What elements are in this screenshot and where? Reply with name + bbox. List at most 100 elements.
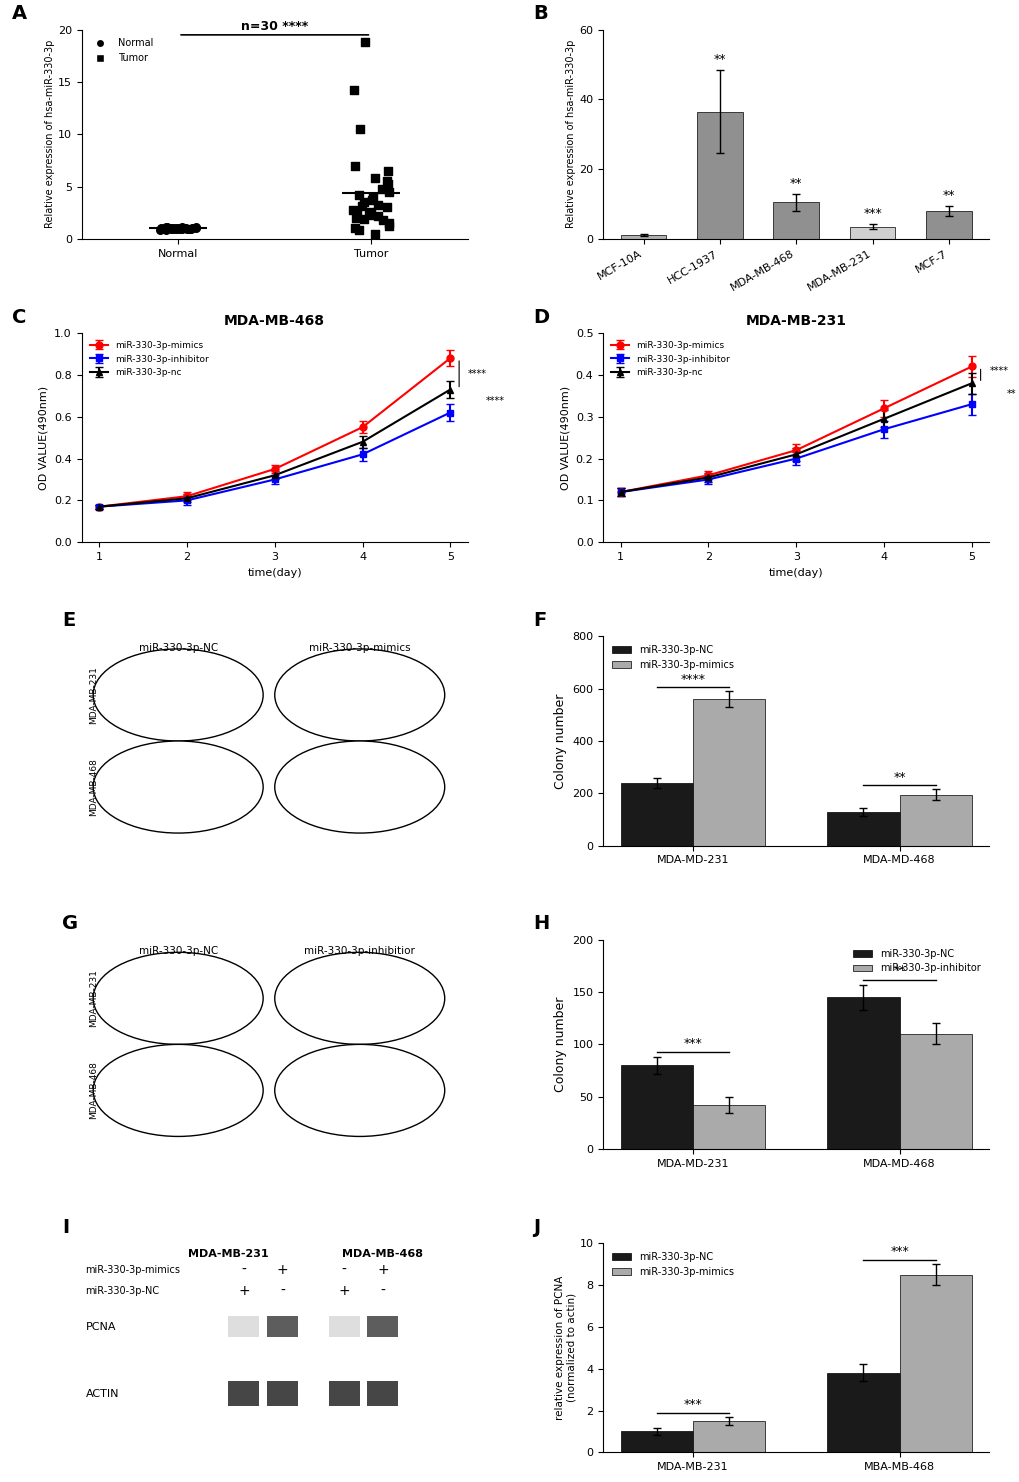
Text: miR-330-3p-mimics: miR-330-3p-mimics: [309, 643, 410, 652]
Circle shape: [274, 953, 444, 1045]
Point: [157, 216, 173, 240]
Text: B: B: [533, 4, 548, 24]
Point: [168, 216, 184, 240]
Point: [369, 194, 385, 218]
Text: miR-330-3p-mimics: miR-330-3p-mimics: [86, 1266, 180, 1276]
Text: MDA-MB-468: MDA-MB-468: [342, 1249, 423, 1260]
Point: [187, 216, 204, 240]
Bar: [228, 1381, 259, 1406]
Text: ***: ***: [862, 207, 881, 221]
Bar: [899, 1275, 971, 1452]
Text: **: **: [1006, 388, 1016, 399]
Text: F: F: [533, 611, 546, 630]
Point: [178, 216, 195, 240]
Y-axis label: Relative expression of hsa-miR-330-3p: Relative expression of hsa-miR-330-3p: [566, 40, 576, 228]
Text: +: +: [276, 1263, 288, 1277]
Text: miR-330-3p-NC: miR-330-3p-NC: [139, 643, 218, 652]
Point: [184, 216, 201, 240]
Text: -: -: [242, 1263, 246, 1277]
Text: n=30 ****: n=30 ****: [240, 19, 308, 33]
Text: ****: ****: [988, 366, 1008, 375]
Text: ****: ****: [680, 673, 705, 686]
Text: MDA-MB-231: MDA-MB-231: [90, 665, 98, 723]
Text: E: E: [62, 611, 75, 630]
Y-axis label: Colony number: Colony number: [553, 694, 567, 788]
Point: [381, 212, 397, 236]
Point: [365, 185, 381, 209]
Point: [356, 30, 372, 53]
Point: [354, 194, 370, 218]
Y-axis label: OD VALUE(490nm): OD VALUE(490nm): [559, 385, 570, 489]
Bar: [620, 236, 665, 239]
Bar: [849, 227, 895, 239]
Point: [375, 207, 391, 231]
Text: ACTIN: ACTIN: [86, 1389, 119, 1399]
Text: A: A: [12, 4, 28, 24]
Bar: [267, 1316, 298, 1337]
Point: [344, 197, 361, 221]
Bar: [328, 1316, 360, 1337]
Bar: [267, 1381, 298, 1406]
Text: J: J: [533, 1218, 540, 1236]
Text: miR-330-3p-NC: miR-330-3p-NC: [139, 946, 218, 956]
Legend: miR-330-3p-mimics, miR-330-3p-inhibitor, miR-330-3p-nc: miR-330-3p-mimics, miR-330-3p-inhibitor,…: [86, 338, 212, 381]
Point: [156, 216, 172, 240]
Text: miR-330-3p-NC: miR-330-3p-NC: [86, 1286, 159, 1297]
Point: [347, 206, 364, 230]
Point: [356, 190, 372, 213]
Bar: [620, 1432, 692, 1452]
Bar: [367, 1381, 398, 1406]
Point: [356, 207, 372, 231]
Point: [373, 176, 389, 200]
Bar: [692, 700, 764, 846]
Text: miR-330-3p-inhibitior: miR-330-3p-inhibitior: [304, 946, 415, 956]
Text: MDA-MB-231: MDA-MB-231: [187, 1249, 268, 1260]
Point: [367, 222, 383, 246]
Text: **: **: [893, 965, 905, 978]
Bar: [925, 210, 971, 239]
Text: -: -: [341, 1263, 346, 1277]
Bar: [367, 1316, 398, 1337]
Legend: miR-330-3p-NC, miR-330-3p-inhibitor: miR-330-3p-NC, miR-330-3p-inhibitor: [848, 944, 983, 977]
Point: [158, 218, 174, 242]
Text: **: **: [942, 190, 954, 202]
Bar: [620, 1066, 692, 1149]
Bar: [228, 1316, 259, 1337]
Circle shape: [93, 1045, 263, 1137]
Point: [345, 79, 362, 102]
Point: [364, 188, 380, 212]
Point: [180, 218, 197, 242]
Point: [173, 216, 190, 240]
Bar: [620, 782, 692, 846]
Text: -: -: [280, 1285, 284, 1298]
Point: [361, 203, 377, 227]
Point: [363, 200, 379, 224]
Text: ****: ****: [468, 369, 486, 379]
Point: [378, 169, 394, 193]
Text: MDA-MB-468: MDA-MB-468: [90, 759, 98, 817]
Legend: Normal, Tumor: Normal, Tumor: [87, 34, 157, 67]
Point: [165, 216, 181, 240]
Point: [174, 218, 191, 242]
Text: ***: ***: [890, 1245, 908, 1258]
Point: [158, 215, 174, 239]
Bar: [692, 1106, 764, 1149]
Y-axis label: relative expression of PCNA
(normalized to actin): relative expression of PCNA (normalized …: [554, 1276, 576, 1420]
Text: D: D: [533, 308, 549, 326]
Bar: [899, 1034, 971, 1149]
Point: [165, 216, 181, 240]
Point: [351, 184, 367, 207]
Bar: [826, 997, 899, 1149]
Point: [346, 154, 363, 178]
Bar: [696, 111, 742, 239]
Text: **: **: [790, 176, 802, 190]
Point: [351, 219, 367, 243]
Point: [153, 216, 169, 240]
Point: [178, 216, 195, 240]
Y-axis label: OD VALUE(490nm): OD VALUE(490nm): [39, 385, 49, 489]
Text: +: +: [237, 1285, 250, 1298]
Text: MDA-MB-231: MDA-MB-231: [90, 969, 98, 1027]
Point: [158, 215, 174, 239]
Point: [352, 117, 368, 141]
Title: MDA-MB-231: MDA-MB-231: [745, 314, 846, 328]
